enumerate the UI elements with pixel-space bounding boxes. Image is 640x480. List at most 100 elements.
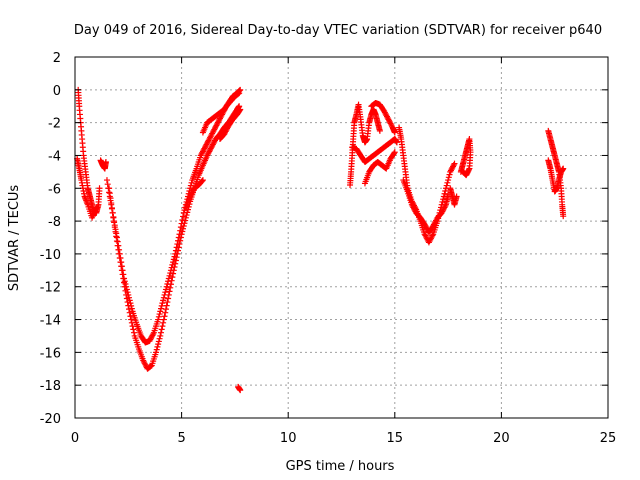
data-point bbox=[116, 250, 123, 257]
data-point bbox=[119, 271, 126, 278]
data-point bbox=[180, 225, 187, 232]
data-point bbox=[181, 220, 188, 227]
data-point bbox=[121, 283, 128, 290]
data-point bbox=[112, 228, 119, 235]
data-point bbox=[237, 106, 244, 113]
data-point bbox=[199, 177, 206, 184]
data-point bbox=[169, 274, 176, 281]
data-point bbox=[114, 242, 121, 249]
data-point bbox=[237, 387, 244, 394]
data-point bbox=[450, 162, 457, 169]
plot-frame bbox=[74, 56, 609, 419]
data-point bbox=[180, 223, 187, 230]
data-point bbox=[113, 233, 120, 240]
y-tick-label: -10 bbox=[40, 248, 61, 263]
data-point bbox=[122, 287, 129, 294]
data-point bbox=[442, 188, 449, 195]
data-point bbox=[120, 275, 127, 282]
data-point bbox=[173, 254, 180, 261]
data-point bbox=[93, 204, 100, 211]
data-point bbox=[199, 177, 206, 184]
data-point bbox=[108, 204, 115, 211]
data-point bbox=[162, 309, 169, 316]
y-tick-label: -6 bbox=[48, 182, 61, 197]
data-point bbox=[127, 313, 134, 320]
data-point bbox=[155, 338, 162, 345]
data-point bbox=[237, 86, 244, 93]
data-point bbox=[150, 331, 157, 338]
data-point bbox=[157, 308, 164, 315]
data-point bbox=[125, 302, 132, 309]
data-point bbox=[179, 228, 186, 235]
data-point bbox=[160, 297, 167, 304]
data-point bbox=[128, 316, 135, 323]
chart-title: Day 049 of 2016, Sidereal Day-to-day VTE… bbox=[74, 23, 602, 38]
data-point bbox=[441, 190, 448, 197]
data-point bbox=[160, 316, 167, 323]
data-point bbox=[391, 129, 398, 136]
data-point bbox=[159, 300, 166, 307]
data-point bbox=[184, 209, 191, 216]
data-point bbox=[177, 234, 184, 241]
y-tick-label: -18 bbox=[40, 379, 61, 394]
data-point bbox=[113, 238, 120, 245]
data-point bbox=[182, 214, 189, 221]
data-point bbox=[109, 209, 116, 216]
data-point bbox=[104, 181, 111, 188]
y-tick-label: 0 bbox=[53, 84, 61, 99]
data-point bbox=[167, 284, 174, 291]
data-point bbox=[162, 306, 169, 313]
y-tick-label: 2 bbox=[53, 51, 61, 66]
data-point bbox=[116, 255, 123, 262]
data-point bbox=[170, 267, 177, 274]
data-point bbox=[154, 343, 161, 350]
data-point bbox=[391, 149, 398, 156]
data-point bbox=[102, 159, 109, 166]
data-point bbox=[451, 160, 458, 167]
data-point bbox=[158, 326, 165, 333]
data-point bbox=[107, 195, 114, 202]
data-point bbox=[177, 237, 184, 244]
data-point bbox=[445, 177, 452, 184]
data-point bbox=[155, 316, 162, 323]
x-axis-label: GPS time / hours bbox=[286, 459, 395, 474]
data-point bbox=[174, 250, 181, 257]
data-point bbox=[121, 279, 128, 286]
data-point bbox=[103, 177, 110, 184]
data-point bbox=[182, 217, 189, 224]
data-point bbox=[560, 213, 567, 220]
data-point bbox=[163, 302, 170, 309]
data-point bbox=[156, 335, 163, 342]
data-point bbox=[445, 174, 452, 181]
data-point bbox=[162, 289, 169, 296]
data-point bbox=[156, 311, 163, 318]
data-point bbox=[180, 213, 187, 220]
data-point bbox=[111, 219, 118, 226]
data-point bbox=[153, 349, 160, 356]
grid-layer bbox=[75, 57, 608, 418]
data-point bbox=[160, 294, 167, 301]
data-point bbox=[110, 214, 117, 221]
data-point bbox=[443, 182, 450, 189]
data-point bbox=[560, 165, 567, 172]
data-point bbox=[175, 244, 182, 251]
data-point bbox=[160, 319, 167, 326]
data-point bbox=[446, 171, 453, 178]
data-point bbox=[155, 341, 162, 348]
data-point bbox=[115, 246, 122, 253]
data-point bbox=[171, 264, 178, 271]
data-point bbox=[175, 247, 182, 254]
data-point bbox=[442, 203, 449, 210]
data-point bbox=[178, 231, 185, 238]
data-point bbox=[130, 326, 137, 333]
data-point bbox=[157, 329, 164, 336]
data-point bbox=[123, 291, 130, 298]
data-point bbox=[106, 185, 113, 192]
data-point bbox=[453, 193, 460, 200]
data-point bbox=[163, 283, 170, 290]
data-point bbox=[155, 313, 162, 320]
data-layer bbox=[74, 86, 567, 394]
